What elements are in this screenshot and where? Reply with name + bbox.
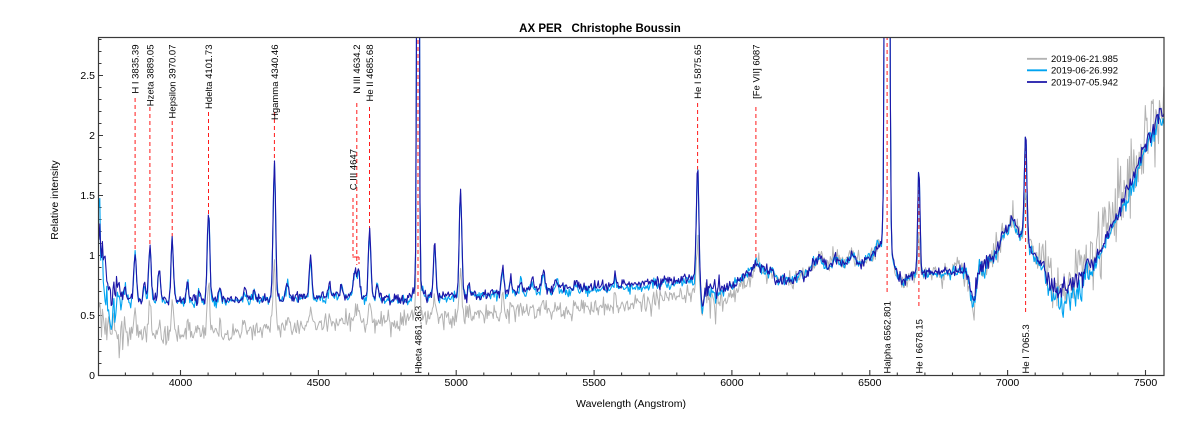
svg-text:7500: 7500: [1134, 377, 1158, 389]
svg-text:C III 4647: C III 4647: [348, 149, 359, 190]
svg-text:He I 5875.65: He I 5875.65: [693, 45, 704, 99]
svg-text:5000: 5000: [445, 377, 469, 389]
svg-text:Hepsilon 3970.07: Hepsilon 3970.07: [168, 45, 179, 119]
svg-text:0: 0: [89, 370, 95, 382]
svg-text:1.5: 1.5: [80, 190, 95, 202]
svg-text:1: 1: [89, 250, 95, 262]
svg-text:Wavelength (Angstrom): Wavelength (Angstrom): [576, 398, 686, 410]
svg-text:He I 7065.3: He I 7065.3: [1021, 324, 1032, 373]
svg-text:Relative intensity: Relative intensity: [49, 160, 61, 240]
svg-text:Hgamma 4340.46: Hgamma 4340.46: [270, 45, 281, 121]
svg-text:6000: 6000: [720, 377, 744, 389]
svg-text:4000: 4000: [169, 377, 193, 389]
svg-text:4500: 4500: [307, 377, 331, 389]
svg-text:7000: 7000: [996, 377, 1020, 389]
svg-text:5500: 5500: [582, 377, 606, 389]
svg-text:2019-06-21.985: 2019-06-21.985: [1051, 54, 1118, 65]
svg-text:He I 6678.15: He I 6678.15: [914, 319, 925, 373]
svg-text:H I 3835.39: H I 3835.39: [131, 45, 142, 94]
svg-text:Hzeta 3889.05: Hzeta 3889.05: [145, 45, 156, 107]
svg-text:2: 2: [89, 130, 95, 142]
svg-text:2019-07-05.942: 2019-07-05.942: [1051, 77, 1118, 88]
svg-text:N III 4634.2: N III 4634.2: [352, 45, 363, 94]
svg-text:Hbeta 4861.363: Hbeta 4861.363: [413, 306, 424, 374]
svg-text:Hdelta 4101.73: Hdelta 4101.73: [204, 45, 215, 109]
svg-text:AX PER Christophe Boussin: AX PER Christophe Boussin: [519, 23, 681, 35]
svg-text:6500: 6500: [858, 377, 882, 389]
svg-text:0.5: 0.5: [80, 310, 95, 322]
svg-text:He II 4685.68: He II 4685.68: [365, 45, 376, 102]
svg-text:2019-06-26.992: 2019-06-26.992: [1051, 66, 1118, 77]
svg-text:2.5: 2.5: [80, 70, 95, 82]
svg-text:[Fe VII] 6087: [Fe VII] 6087: [751, 45, 762, 99]
svg-text:Halpha 6562.801: Halpha 6562.801: [883, 301, 894, 373]
